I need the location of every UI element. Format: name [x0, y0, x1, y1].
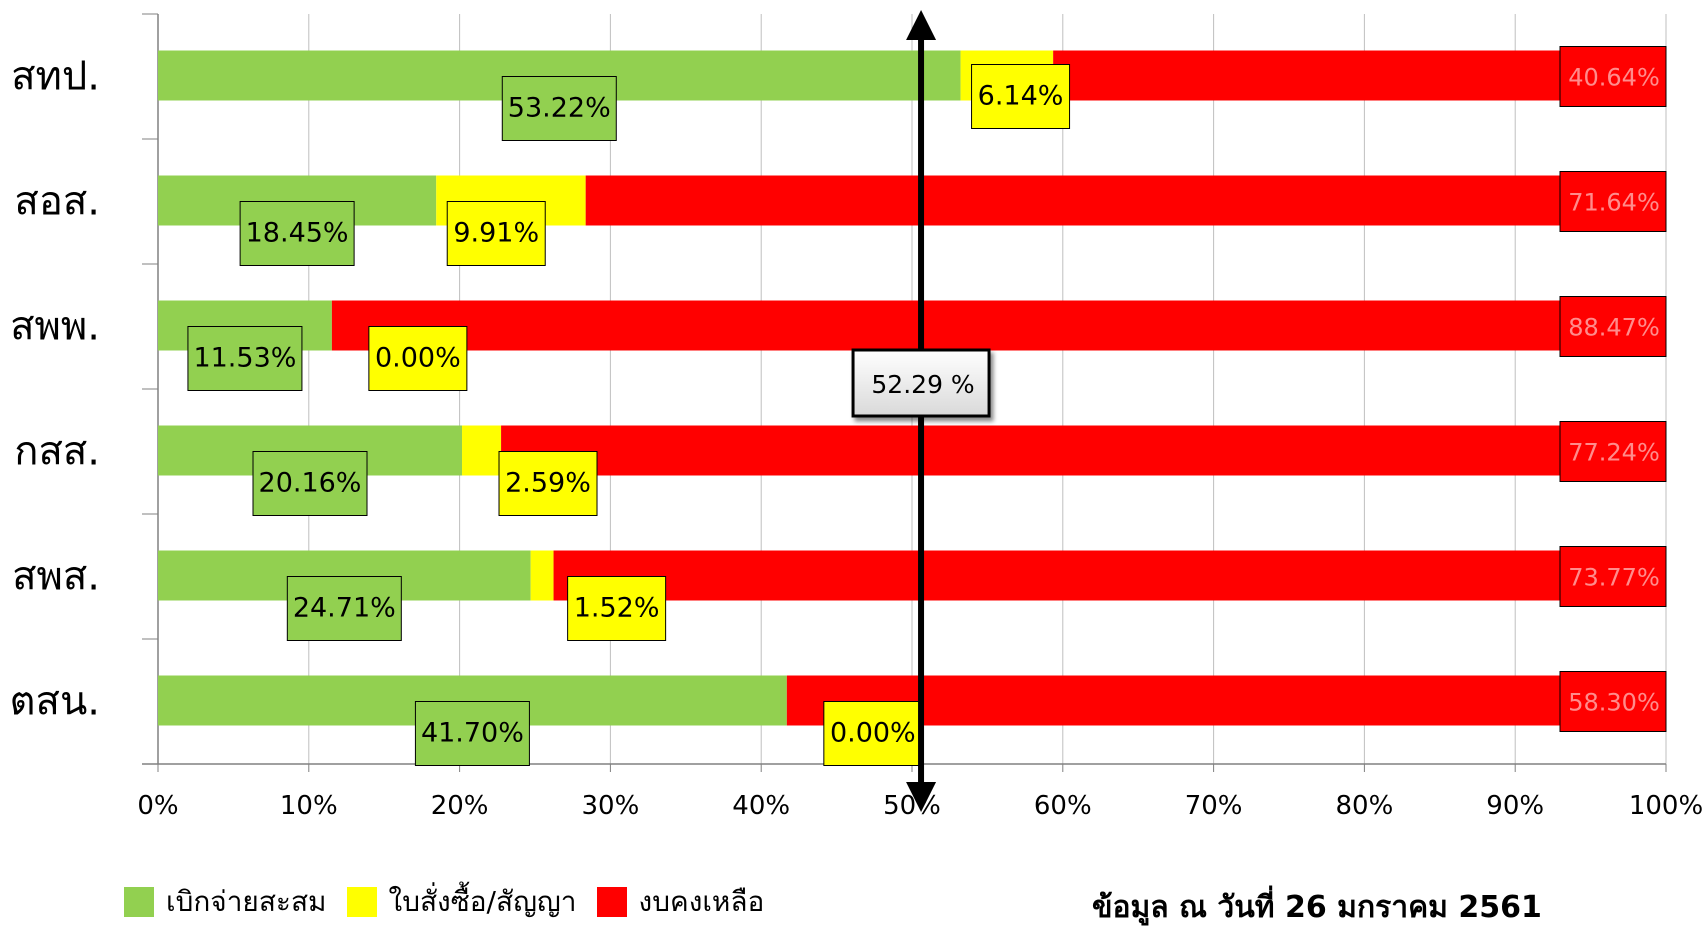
bar-segment — [462, 426, 501, 476]
data-label: 20.16% — [259, 468, 362, 499]
legend-swatch-red — [597, 887, 627, 917]
category-label: ตสน. — [10, 679, 100, 725]
data-label: 9.91% — [453, 218, 539, 249]
legend-swatch-yellow — [347, 887, 377, 917]
x-tick-label: 20% — [431, 791, 489, 821]
category-label: สพพ. — [10, 304, 100, 350]
legend-label-remaining: งบคงเหลือ — [639, 880, 765, 924]
category-label: สพส. — [12, 554, 100, 600]
data-label: 2.59% — [505, 468, 591, 499]
legend-item-purchase-order: ใบสั่งซื้อ/สัญญา — [347, 880, 577, 924]
legend: เบิกจ่ายสะสม ใบสั่งซื้อ/สัญญา งบคงเหลือ — [124, 882, 784, 922]
data-label: 0.00% — [375, 343, 461, 374]
x-tick-label: 100% — [1629, 791, 1703, 821]
x-tick-label: 40% — [732, 791, 790, 821]
x-tick-label: 70% — [1185, 791, 1243, 821]
data-label: 88.47% — [1568, 314, 1660, 342]
x-tick-label: 50% — [883, 791, 941, 821]
category-label: สทป. — [11, 54, 100, 100]
bar-segment — [586, 176, 1666, 226]
x-tick-label: 80% — [1336, 791, 1394, 821]
data-label: 40.64% — [1568, 64, 1660, 92]
data-label: 6.14% — [978, 81, 1064, 112]
bar-segment — [554, 551, 1666, 601]
data-label: 73.77% — [1568, 564, 1660, 592]
category-label: กสส. — [14, 429, 100, 475]
x-tick-label: 30% — [582, 791, 640, 821]
data-label: 71.64% — [1568, 189, 1660, 217]
data-label: 58.30% — [1568, 689, 1660, 717]
bar-segment — [501, 426, 1666, 476]
legend-swatch-green — [124, 887, 154, 917]
data-label: 0.00% — [830, 718, 916, 749]
reference-callout-label: 52.29 % — [871, 370, 974, 399]
x-tick-label: 10% — [280, 791, 338, 821]
legend-item-disbursed: เบิกจ่ายสะสม — [124, 880, 327, 924]
data-label: 53.22% — [508, 93, 611, 124]
legend-item-remaining: งบคงเหลือ — [597, 880, 765, 924]
legend-label-purchase-order: ใบสั่งซื้อ/สัญญา — [389, 880, 577, 924]
category-label: สอส. — [14, 179, 100, 225]
data-label: 11.53% — [193, 343, 296, 374]
legend-label-disbursed: เบิกจ่ายสะสม — [166, 880, 327, 924]
data-date-footnote: ข้อมูล ณ วันที่ 26 มกราคม 2561 — [1092, 884, 1542, 931]
x-tick-label: 0% — [137, 791, 178, 821]
data-label: 24.71% — [293, 593, 396, 624]
data-label: 77.24% — [1568, 439, 1660, 467]
bar-segment — [332, 301, 1666, 351]
data-label: 41.70% — [421, 718, 524, 749]
x-tick-label: 90% — [1486, 791, 1544, 821]
data-label: 1.52% — [574, 593, 660, 624]
data-label: 18.45% — [246, 218, 349, 249]
arrow-head-up-icon — [906, 10, 936, 40]
x-tick-label: 60% — [1034, 791, 1092, 821]
bar-segment — [531, 551, 554, 601]
